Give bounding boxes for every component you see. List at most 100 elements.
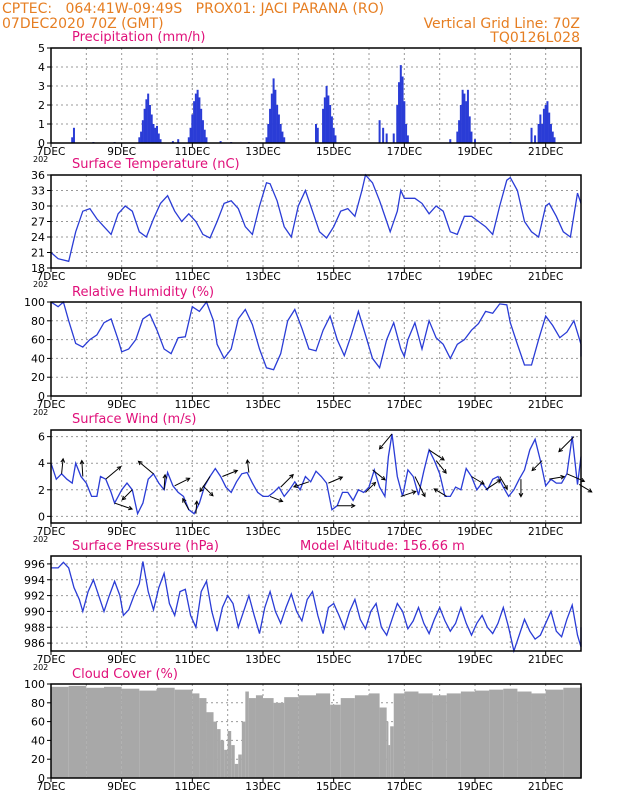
precip-bar xyxy=(198,97,201,143)
precip-bar xyxy=(156,125,158,143)
x-tick-label: 13DEC xyxy=(245,146,280,158)
wind-vector xyxy=(471,476,485,485)
cloud-bar xyxy=(263,698,274,778)
x-tick-label: 15DEC xyxy=(316,781,351,793)
precip-bar xyxy=(330,116,333,143)
y-tick-label: 4 xyxy=(38,457,45,470)
wind-vector xyxy=(105,466,122,480)
x-tick-label: 7DEC xyxy=(37,781,66,793)
precip-bar xyxy=(265,137,268,143)
x-tick-label: 13DEC xyxy=(245,654,280,666)
wind-vector-head xyxy=(194,500,199,506)
precip-bar xyxy=(72,127,75,143)
panel-frame xyxy=(50,683,582,779)
wind-vector-head xyxy=(233,469,239,474)
precip-bar xyxy=(406,135,409,143)
wind-vector xyxy=(365,482,376,493)
panel-frame xyxy=(50,301,582,397)
wind-vector-head xyxy=(587,488,593,493)
precip-bar xyxy=(141,120,144,143)
cloud-bar xyxy=(354,695,369,778)
series-line xyxy=(51,561,582,654)
cloud-bar xyxy=(330,704,341,778)
x-tick-label: 7DEC xyxy=(37,526,66,538)
y-tick-label: 6 xyxy=(38,431,45,444)
wind-vector xyxy=(269,495,283,502)
wind-vector xyxy=(280,474,294,488)
year-fragment: 202 xyxy=(33,155,48,164)
precip-bar xyxy=(193,101,196,143)
cloud-bar xyxy=(139,690,157,778)
wind-vector xyxy=(558,436,575,452)
precip-bar xyxy=(405,124,408,143)
precip-bar xyxy=(191,114,194,143)
product-code: TQ0126L028 xyxy=(490,30,580,46)
x-tick-label: 7DEC xyxy=(37,399,66,411)
year-fragment: 202 xyxy=(33,408,48,417)
x-tick-label: 13DEC xyxy=(245,781,280,793)
cloud-bar xyxy=(206,712,214,778)
precip-bar xyxy=(279,124,282,143)
x-tick-label: 9DEC xyxy=(107,781,136,793)
precip-bar xyxy=(461,89,464,143)
y-tick-label: 0 xyxy=(38,772,45,785)
cloud-bar xyxy=(531,693,546,778)
x-tick-label: 19DEC xyxy=(457,654,492,666)
precip-bar xyxy=(468,116,471,143)
series-line xyxy=(50,433,582,516)
panel-annotation: Model Altitude: 156.66 m xyxy=(300,539,465,554)
wind-vector xyxy=(202,485,214,497)
precip-bar xyxy=(541,124,544,143)
precip-bar xyxy=(203,129,206,143)
cloud-bar xyxy=(51,686,69,778)
wind-vector xyxy=(121,489,133,501)
wind-vector-head xyxy=(440,456,445,461)
precip-bar xyxy=(465,101,468,143)
precip-bar xyxy=(548,112,551,143)
wind-vector-head xyxy=(185,477,191,482)
precip-bar xyxy=(270,93,273,143)
cloud-bar xyxy=(446,693,461,778)
cloud-bar xyxy=(227,731,232,778)
y-tick-label: 4 xyxy=(38,61,45,74)
wind-vector-head xyxy=(378,444,384,450)
cloud-bar xyxy=(379,707,387,778)
wind-vector xyxy=(222,470,238,477)
panel-frame xyxy=(50,47,582,144)
wind-vector-head xyxy=(128,505,134,511)
x-tick-label: 17DEC xyxy=(387,146,422,158)
precip-bar xyxy=(147,93,150,143)
cloud-bar xyxy=(388,745,391,778)
precip-bar xyxy=(458,120,461,143)
precip-bar xyxy=(470,131,473,143)
cloud-bar xyxy=(104,686,122,778)
y-tick-label: 21 xyxy=(31,247,45,260)
precip-bar xyxy=(322,108,325,143)
panel-frame xyxy=(50,555,582,652)
grid-note: Vertical Grid Line: 70Z xyxy=(423,16,580,32)
precip-bar xyxy=(378,120,381,143)
cloud-bar xyxy=(213,721,218,778)
panel-title: Precipitation (mm/h) xyxy=(72,30,205,45)
precip-bar xyxy=(316,127,319,143)
x-tick-label: 17DEC xyxy=(387,399,422,411)
y-tick-label: 5 xyxy=(38,42,45,55)
precip-bar xyxy=(456,131,459,143)
panel-title: Surface Temperature (nC) xyxy=(72,157,240,172)
y-tick-label: 100 xyxy=(24,678,45,691)
precip-bar xyxy=(272,78,275,143)
precip-bar xyxy=(534,135,537,143)
x-tick-label: 9DEC xyxy=(107,526,136,538)
wind-vector-head xyxy=(208,491,214,497)
y-tick-label: 2 xyxy=(38,99,45,112)
precip-bar xyxy=(403,101,406,143)
y-tick-label: 20 xyxy=(31,371,45,384)
precip-bar xyxy=(177,139,180,143)
wind-vector-head xyxy=(199,487,204,493)
panel-title: Surface Wind (m/s) xyxy=(72,412,196,427)
y-tick-label: 30 xyxy=(31,200,45,213)
precip-bar xyxy=(539,114,542,143)
precip-bar xyxy=(196,89,199,143)
precip-bar xyxy=(205,137,208,143)
